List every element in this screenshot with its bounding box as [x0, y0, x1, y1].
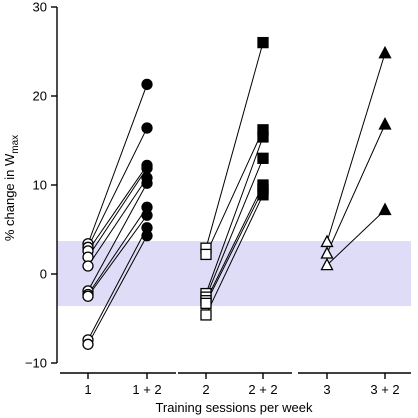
points-layer	[82, 36, 392, 350]
square-point	[257, 152, 269, 164]
y-axis-title-sub: max	[10, 135, 21, 154]
circle-point	[141, 177, 153, 189]
x-tick-label: 2 + 2	[248, 382, 277, 397]
connector-line	[205, 158, 264, 298]
y-tick-label: 0	[40, 267, 47, 282]
x-tick-label: 3	[323, 382, 330, 397]
y-tick-label: −10	[25, 356, 47, 371]
x-tick-label: 1 + 2	[132, 382, 161, 397]
triangle-point	[378, 202, 392, 216]
y-tick-label: 20	[33, 89, 47, 104]
square-point	[257, 131, 269, 143]
circle-point	[82, 260, 94, 272]
connector-line	[87, 235, 148, 345]
circle-point	[141, 78, 153, 91]
square-point	[200, 309, 212, 321]
connector-line	[205, 136, 264, 294]
y-tick-label: 30	[33, 0, 47, 15]
square-point	[200, 248, 212, 261]
connector-lines-layer	[87, 42, 386, 345]
circle-point	[141, 209, 153, 221]
square-point	[257, 189, 269, 201]
triangle-point	[378, 45, 392, 59]
connector-line	[205, 184, 264, 301]
connector-line	[87, 84, 148, 244]
connector-line	[205, 129, 264, 255]
connector-line	[87, 182, 148, 292]
circle-point	[82, 338, 94, 350]
square-point	[257, 36, 269, 49]
square-point	[200, 297, 212, 310]
triangle-point	[320, 257, 334, 271]
connector-line	[326, 209, 386, 266]
x-tick-label: 3 + 2	[370, 382, 399, 397]
reference-band	[57, 241, 411, 307]
circle-point	[141, 122, 153, 134]
y-tick-label: 10	[33, 178, 47, 193]
circle-point	[141, 162, 153, 174]
reference-band-layer	[57, 241, 411, 307]
x-tick-label: 1	[84, 382, 91, 397]
connector-line	[87, 214, 148, 297]
circle-point	[141, 230, 153, 242]
x-axis-title: Training sessions per week	[155, 400, 313, 415]
connector-line	[87, 177, 148, 267]
y-axis-title: % change in Wmax	[2, 135, 21, 241]
connector-line	[205, 42, 264, 249]
triangle-point	[378, 117, 392, 130]
x-tick-label: 2	[202, 382, 209, 397]
axes-layer	[51, 6, 411, 379]
y-axis-title-main: % change in W	[2, 153, 17, 241]
connector-line	[326, 124, 386, 254]
connector-line	[87, 206, 148, 295]
connector-line	[87, 167, 148, 258]
connector-line	[205, 194, 264, 316]
connector-line	[87, 165, 148, 252]
circle-point	[82, 290, 94, 302]
connector-line	[326, 53, 386, 243]
connector-line	[205, 189, 264, 304]
connector-line	[87, 127, 148, 248]
connector-line	[87, 227, 148, 341]
tick-labels-layer: −10 0 10 20 30 1 1 + 2 2 2 + 2 3 3 + 2	[25, 0, 400, 397]
